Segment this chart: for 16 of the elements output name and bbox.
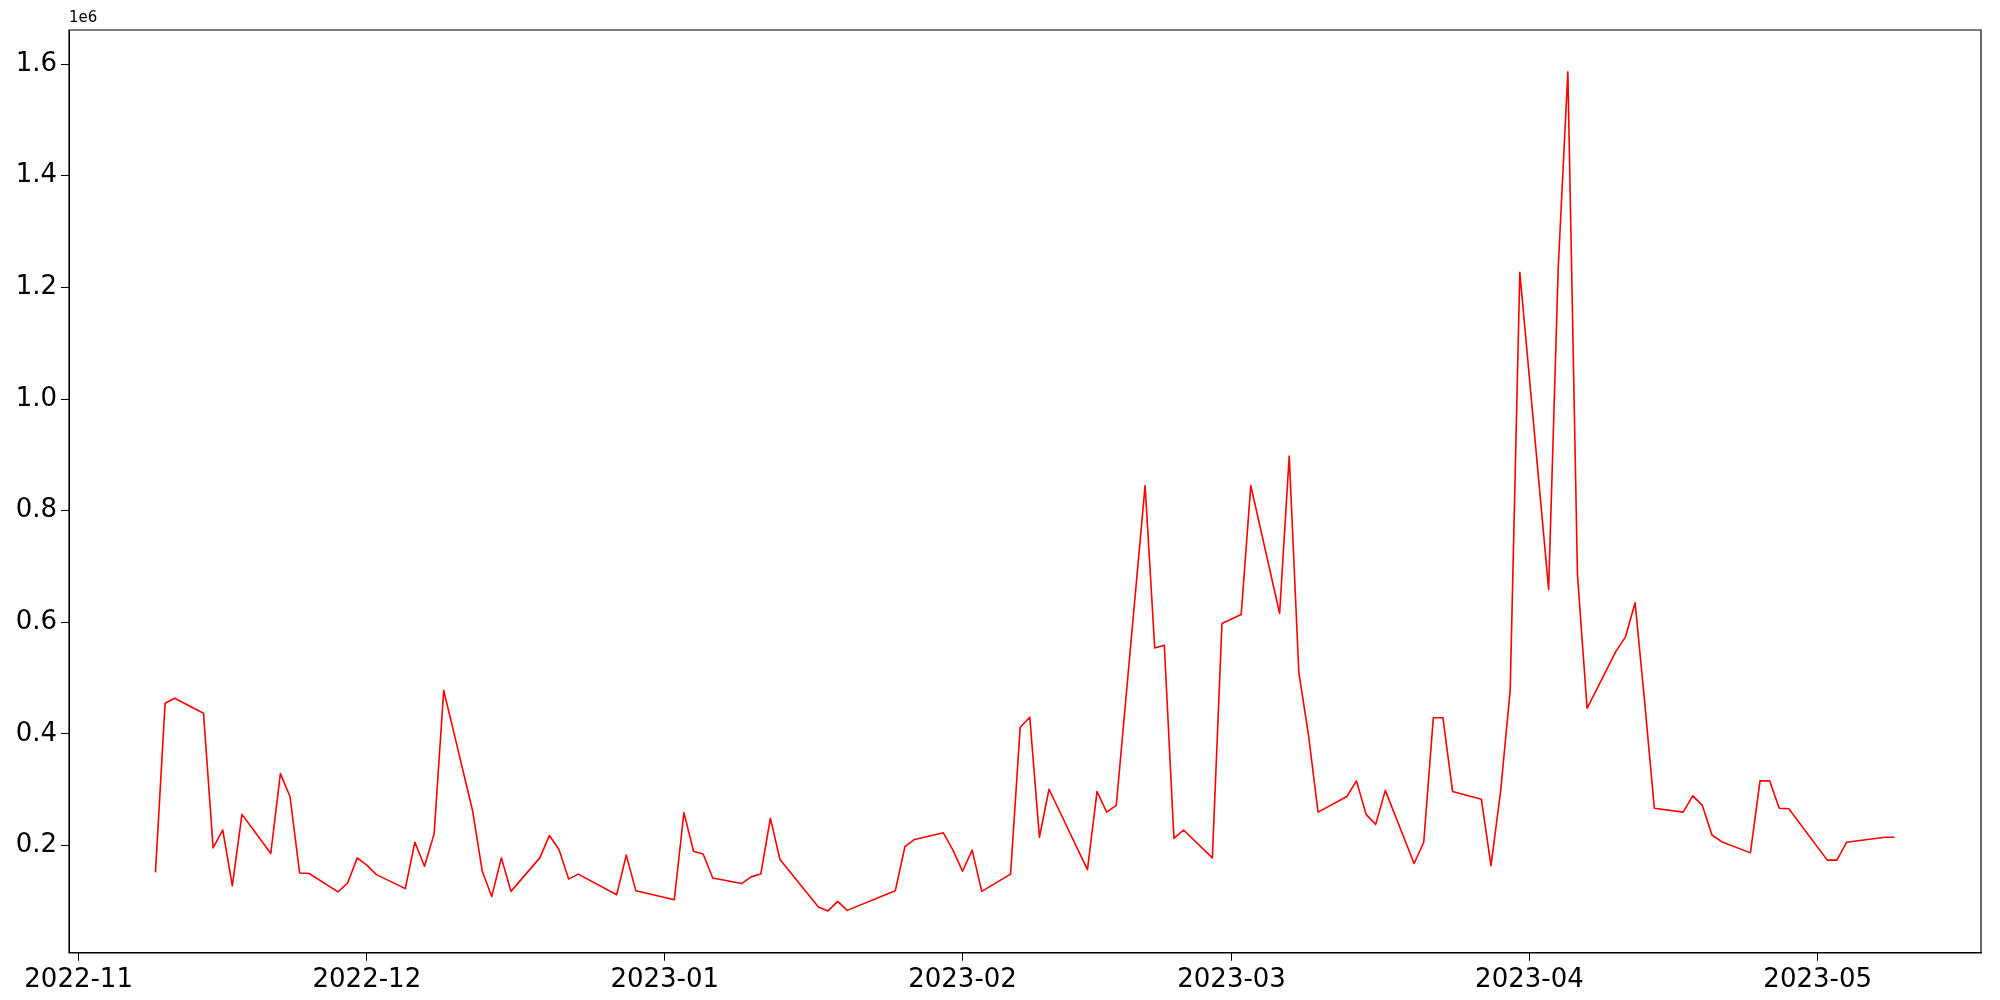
x-tick-label: 2022-11: [24, 963, 133, 994]
y-tick-label: 1.4: [15, 158, 57, 189]
y-tick-label: 1.0: [15, 381, 57, 412]
y-tick-label: 0.4: [15, 716, 57, 747]
x-tick-label: 2022-12: [312, 963, 422, 994]
y-tick-label: 1.6: [15, 46, 57, 77]
x-tick-label: 2023-01: [610, 963, 720, 994]
x-tick-label: 2023-04: [1475, 963, 1584, 994]
y-tick-label: 0.6: [15, 605, 57, 636]
x-tick-label: 2023-02: [908, 963, 1017, 994]
text: 1e6: [69, 8, 98, 27]
y-tick-label: 1.2: [15, 270, 57, 301]
x-tick-label: 2023-03: [1177, 963, 1286, 994]
y-tick-label: 0.8: [15, 493, 57, 524]
y-tick-label: 0.2: [15, 828, 57, 859]
x-tick-label: 2023-05: [1763, 963, 1872, 994]
